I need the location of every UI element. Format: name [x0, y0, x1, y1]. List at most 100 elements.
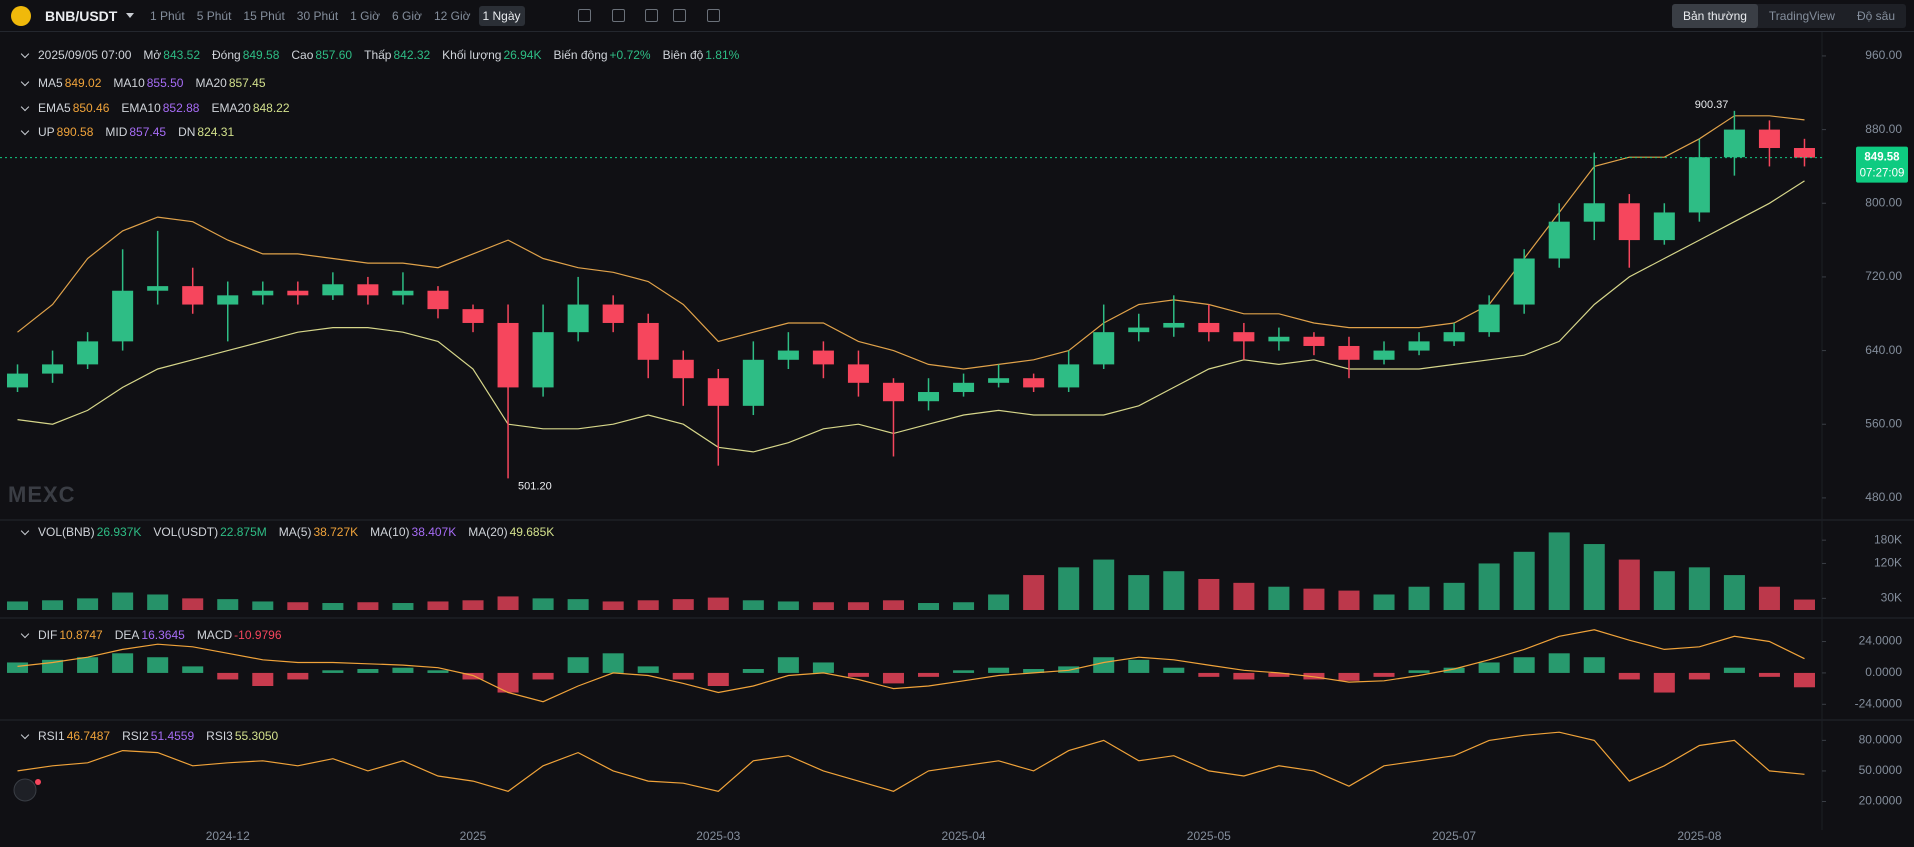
y-tick-label: 180K: [1874, 532, 1902, 546]
legend-toggle[interactable]: [20, 102, 30, 111]
macd-bar: [1548, 653, 1570, 673]
legend-label: RSI2: [122, 729, 149, 743]
macd-bar: [1023, 669, 1045, 673]
legend-value: 855.50: [146, 76, 184, 90]
volume-bar: [742, 600, 764, 610]
legend-item: DEA 16.3645: [115, 628, 185, 642]
volume-bar: [1758, 586, 1780, 610]
legend-item: MA(10) 38.407K: [370, 525, 456, 539]
interval-button[interactable]: 6 Giờ: [392, 9, 422, 23]
legend-row: UP 890.58 MID 857.45 DN 824.31: [20, 125, 240, 139]
candle-body: [497, 322, 519, 388]
candle-body: [357, 284, 379, 296]
macd-bar: [777, 657, 799, 673]
y-tick-label: 50.0000: [1859, 763, 1903, 777]
volume-bar: [112, 592, 134, 610]
legend-toggle[interactable]: [20, 526, 30, 535]
formula-tool[interactable]: [612, 9, 625, 22]
legend-label: Mở: [143, 48, 162, 62]
x-tick-label: 2025-05: [1187, 829, 1231, 843]
candle-body: [1233, 332, 1255, 342]
legend-label: EMA5: [38, 101, 71, 115]
candle-body: [1373, 350, 1395, 360]
volume-bar: [1583, 544, 1605, 610]
legend-toggle[interactable]: [20, 629, 30, 638]
legend-toggle[interactable]: [20, 77, 30, 86]
candle-body: [1653, 212, 1675, 241]
legend-value: 857.45: [129, 125, 167, 139]
volume-bar: [1163, 571, 1185, 610]
legend-item: Biến động +0.72%: [554, 48, 651, 62]
legend-value: 850.46: [72, 101, 110, 115]
rsi-line: [17, 731, 1805, 792]
volume-bar: [1128, 575, 1150, 610]
candle-body: [1793, 148, 1815, 158]
volume-bar: [1198, 578, 1220, 610]
symbol-dropdown[interactable]: [126, 13, 134, 18]
view-button[interactable]: TradingView: [1768, 9, 1835, 23]
draw-tool[interactable]: [645, 9, 658, 22]
legend-value: 890.58: [56, 125, 94, 139]
legend-toggle[interactable]: [20, 126, 30, 135]
x-tick-label: 2025-04: [942, 829, 986, 843]
candle-body: [777, 350, 799, 360]
interval-button[interactable]: 30 Phút: [296, 9, 339, 23]
candle-body: [182, 286, 204, 305]
legend-value: 848.22: [252, 101, 290, 115]
x-tick-label: 2025-03: [696, 829, 740, 843]
volume-bar: [1688, 567, 1710, 610]
legend-label: MID: [105, 125, 128, 139]
volume-bar: [357, 602, 379, 610]
macd-bar: [182, 666, 204, 673]
legend-label: MA(5): [278, 525, 312, 539]
macd-bar: [1443, 667, 1465, 673]
macd-bar: [812, 662, 834, 673]
interval-button[interactable]: 5 Phút: [196, 9, 232, 23]
candle-body: [742, 359, 764, 406]
legend-label: VOL(USDT): [153, 525, 219, 539]
interval-button[interactable]: 15 Phút: [243, 9, 285, 23]
legend-item: MA(5) 38.727K: [279, 525, 358, 539]
y-tick-label: 24.0000: [1859, 634, 1903, 648]
legend-label: MA20: [195, 76, 227, 90]
legend-label: Đóng: [212, 48, 241, 62]
legend-item: MACD -10.9796: [197, 628, 282, 642]
legend-label: RSI3: [206, 729, 233, 743]
legend-value: 55.3050: [234, 729, 279, 743]
volume-bar: [182, 598, 204, 610]
indicator-tool[interactable]: [578, 9, 591, 22]
interval-button[interactable]: 1 Ngày: [478, 6, 525, 26]
legend-label: Thấp: [364, 48, 392, 62]
macd-bar: [1478, 662, 1500, 673]
candle-body: [847, 364, 869, 383]
candle-body: [1618, 203, 1640, 241]
layout-tool[interactable]: [673, 9, 686, 22]
volume-bar: [567, 599, 589, 610]
candle-body: [1023, 378, 1045, 388]
y-tick-label: 0.0000: [1865, 665, 1902, 679]
interval-button[interactable]: 1 Phút: [150, 9, 185, 23]
screenshot-tool[interactable]: [707, 9, 720, 22]
candle-body: [637, 322, 659, 360]
volume-bar: [847, 602, 869, 610]
legend-value: 843.52: [163, 48, 200, 62]
interval-button[interactable]: 12 Giờ: [433, 9, 471, 23]
candle-body: [252, 290, 274, 296]
candle-body: [147, 286, 169, 291]
symbol[interactable]: BNB/USDT: [45, 8, 118, 24]
macd-bar: [357, 669, 379, 673]
view-button[interactable]: Bản thường: [1671, 4, 1758, 28]
y-tick-label: 800.00: [1865, 195, 1902, 209]
legend-label: Biên độ: [662, 48, 704, 62]
legend-value: 16.3645: [141, 628, 185, 642]
interval-button[interactable]: 1 Giờ: [350, 9, 381, 23]
view-button[interactable]: Độ sâu: [1856, 9, 1895, 23]
candle-body: [1443, 332, 1465, 342]
legend-toggle[interactable]: [20, 49, 30, 58]
legend-value: 824.31: [197, 125, 235, 139]
last-price-box: [1856, 146, 1908, 183]
macd-bar: [1653, 672, 1675, 693]
legend-toggle[interactable]: [20, 730, 30, 739]
